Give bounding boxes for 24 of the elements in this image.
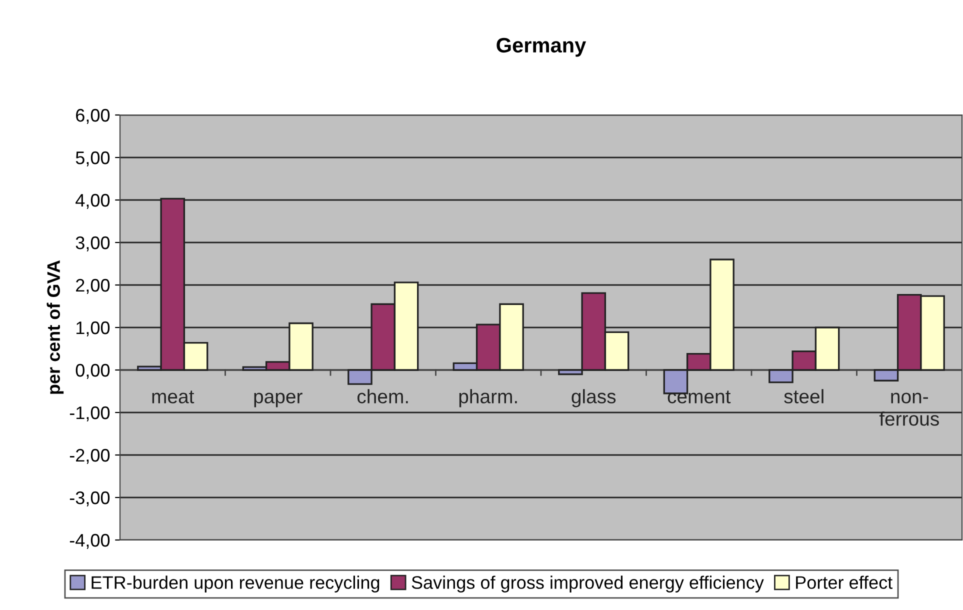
y-tick-label: -4,00 [70,534,110,549]
x-tick-label: steel [784,389,824,404]
x-tick-label: chem. [357,389,408,404]
legend-label: ETR-burden upon revenue recycling [92,576,380,593]
x-tick-label: non- ferrous [879,392,939,426]
legend-label: Porter effect [796,576,892,589]
chart-title: Germany [496,38,586,57]
y-tick-label: -1,00 [70,406,110,422]
y-tick-label: -3,00 [70,491,110,506]
y-tick-label: 2,00 [76,278,110,294]
y-tick-label: 0,00 [76,364,110,379]
y-axis-title: per cent of GVA [46,260,64,394]
x-tick-label: glass [572,389,616,408]
y-tick-label: 3,00 [76,236,110,252]
y-tick-label: 6,00 [76,108,110,124]
x-tick-label: cement [668,390,731,404]
y-tick-label: 1,00 [76,321,110,336]
x-tick-label: meat [152,390,194,404]
y-tick-label: -2,00 [70,448,110,464]
x-tick-label: paper [254,392,302,408]
y-tick-label: 4,00 [76,194,110,209]
x-tick-label: pharm. [459,389,517,408]
legend-label: Savings of gross improved energy efficiency [412,576,764,593]
y-tick-label: 5,00 [76,151,110,166]
